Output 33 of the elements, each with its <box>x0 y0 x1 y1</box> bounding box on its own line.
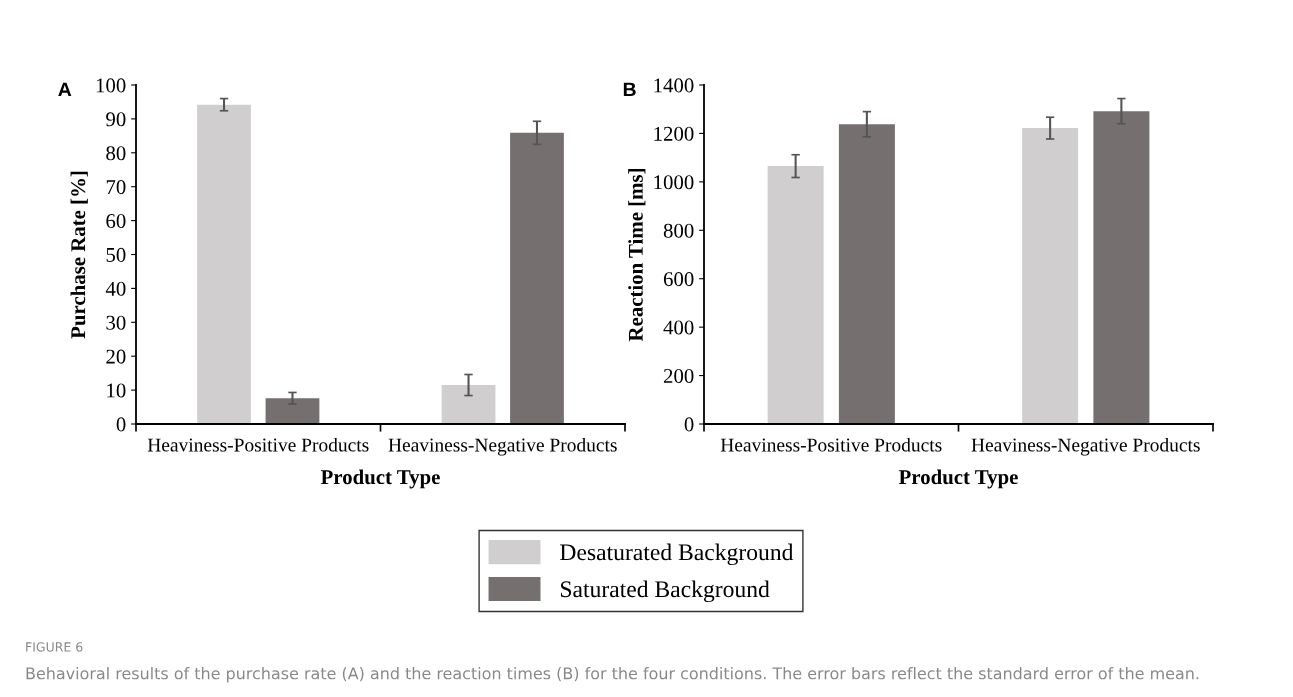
y-tick-label: 60 <box>106 213 126 229</box>
y-tick-label: 90 <box>106 112 126 127</box>
x-tick-label: Heaviness-Positive Products <box>147 437 369 452</box>
y-axis-title: Reaction Time [ms] <box>628 169 646 342</box>
y-tick-label: 40 <box>105 281 126 296</box>
y-tick-label: 200 <box>663 368 694 383</box>
x-axis-title: Product Type <box>898 469 1018 489</box>
legend-label: Desaturated Background <box>560 543 794 566</box>
y-tick-label: 400 <box>663 320 694 335</box>
y-tick-label: 100 <box>96 78 126 93</box>
y-tick-label: 1200 <box>654 126 694 141</box>
y-axis-title: Purchase Rate [%] <box>70 171 88 339</box>
y-tick-label: 10 <box>107 383 126 398</box>
chart-title: A <box>58 82 72 97</box>
chart-title: B <box>623 82 636 97</box>
y-tick-label: 1000 <box>654 175 694 190</box>
x-axis-title: Product Type <box>320 469 440 489</box>
legend-label: Saturated Background <box>560 580 770 603</box>
y-tick-label: 50 <box>106 247 126 262</box>
y-tick-label: 600 <box>663 272 694 287</box>
x-tick-label: Heaviness-Negative Products <box>971 437 1200 456</box>
y-tick-label: 30 <box>106 315 126 330</box>
text: Behavioral results of the purchase rate (A) and the reaction times (B) for the four conditions. The error bars reflect the standard error of the mean. <box>26 667 1199 683</box>
caption: FIGURE 6 <box>26 642 83 652</box>
y-tick-label: 0 <box>684 417 694 432</box>
y-tick-label: 80 <box>106 146 126 161</box>
y-tick-label: 0 <box>116 417 126 432</box>
x-tick-label: Heaviness-Positive Products <box>720 437 942 452</box>
y-tick-label: 70 <box>106 180 126 195</box>
x-tick-label: Heaviness-Negative Products <box>388 437 617 456</box>
y-tick-label: 800 <box>663 223 694 238</box>
y-tick-label: 1400 <box>654 78 694 93</box>
y-tick-label: 20 <box>106 349 126 364</box>
